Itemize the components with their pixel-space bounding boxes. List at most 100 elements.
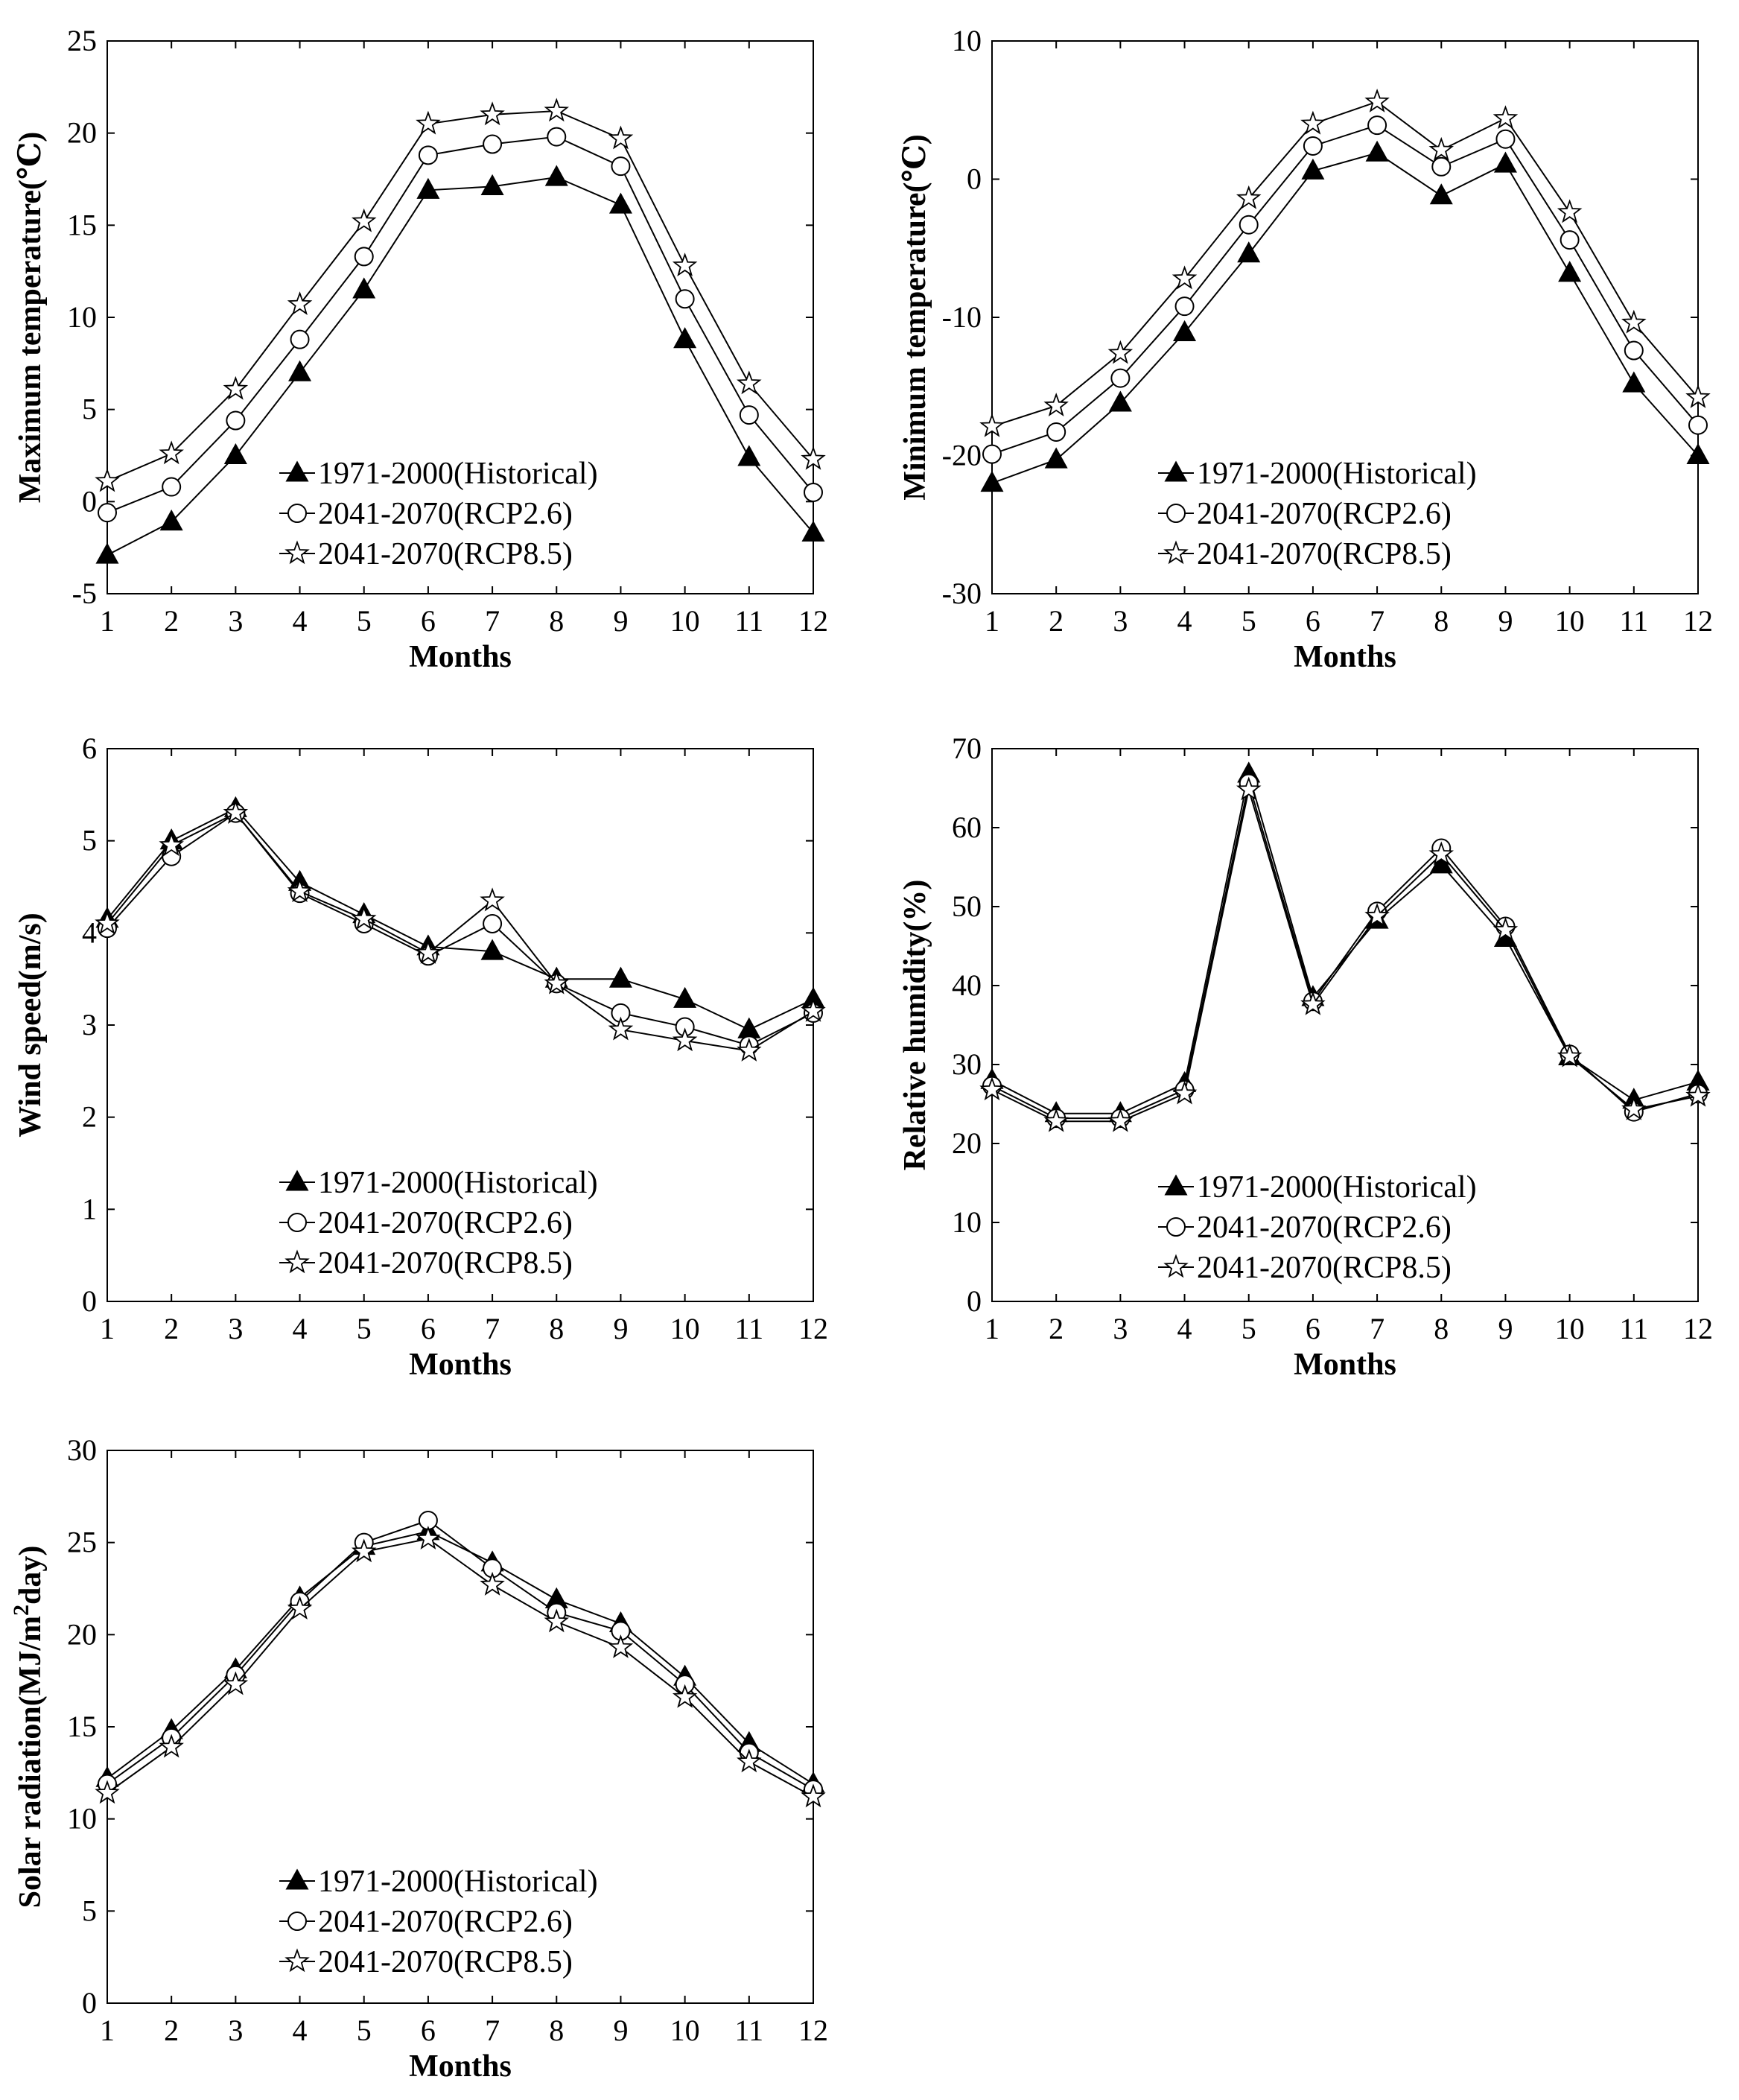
series-line <box>991 783 1699 1120</box>
legend-marker <box>287 1213 307 1232</box>
data-point <box>675 289 695 309</box>
data-point <box>287 291 313 315</box>
data-point <box>480 939 504 960</box>
legend-marker <box>1166 1217 1186 1237</box>
x-tick-label: 2 <box>164 2014 179 2047</box>
series-line <box>106 176 814 556</box>
x-tick-label: 5 <box>357 604 372 638</box>
data-point <box>1367 115 1387 136</box>
series-line <box>991 789 1699 1123</box>
data-point <box>1622 371 1646 393</box>
legend-label: 2041-2070(RCP8.5) <box>318 1945 573 1979</box>
data-point <box>287 1596 313 1620</box>
data-point <box>608 1016 634 1041</box>
legend: 1971-2000(Historical) 2041-2070(RCP2.6) 20… <box>1158 1170 1477 1285</box>
y-tick-label: 60 <box>952 811 982 844</box>
x-tick-label: 11 <box>1620 1312 1649 1345</box>
data-point <box>1044 447 1068 469</box>
data-point <box>418 145 438 165</box>
legend-label: 1971-2000(Historical) <box>318 457 598 491</box>
series-line <box>106 1538 814 1798</box>
data-point <box>1171 1080 1198 1105</box>
legend-label: 1971-2000(Historical) <box>1197 1170 1477 1205</box>
x-tick-label: 1 <box>985 604 999 638</box>
x-tick-label: 3 <box>228 604 243 638</box>
x-tick-label: 7 <box>1370 604 1384 638</box>
data-point <box>1043 1108 1069 1132</box>
y-axis-label: Minimum temperature(℃) <box>898 134 932 501</box>
x-tick-label: 4 <box>1177 1312 1192 1345</box>
legend-marker <box>1164 1174 1188 1196</box>
y-tick-label: 4 <box>82 916 97 949</box>
x-tick-label: 12 <box>798 1312 828 1345</box>
data-point <box>608 1634 634 1658</box>
y-tick-label: 15 <box>67 1710 97 1743</box>
x-tick-label: 4 <box>293 2014 308 2047</box>
data-point <box>351 906 377 930</box>
data-point <box>159 1733 184 1758</box>
legend-label: 2041-2070(RCP2.6) <box>318 1905 573 1939</box>
data-point <box>1300 991 1326 1015</box>
y-tick-label: 40 <box>952 968 982 1002</box>
data-point <box>608 966 632 988</box>
data-point <box>1046 422 1066 442</box>
y-tick-label: 0 <box>967 1284 982 1318</box>
data-point <box>673 986 697 1008</box>
data-point <box>1043 393 1069 416</box>
data-point <box>1688 415 1708 435</box>
x-tick-label: 11 <box>1620 604 1649 638</box>
data-point <box>480 174 504 195</box>
x-tick-label: 10 <box>670 2014 700 2047</box>
data-point <box>608 192 632 214</box>
data-point <box>1621 309 1647 334</box>
x-axis-label: Months <box>409 1348 512 1382</box>
x-tick-label: 9 <box>1498 604 1513 638</box>
y-tick-label: 0 <box>82 1284 97 1318</box>
data-point <box>1171 265 1198 290</box>
y-tick-label: 5 <box>82 824 97 857</box>
data-point <box>1110 368 1131 388</box>
data-point <box>95 468 120 492</box>
legend-marker <box>1163 1254 1189 1278</box>
legend-marker <box>287 1912 307 1931</box>
data-point <box>483 134 503 154</box>
x-tick-label: 8 <box>549 2014 564 2047</box>
y-tick-label: 0 <box>82 1986 97 2020</box>
data-point <box>480 887 505 912</box>
series-line <box>991 773 1699 1114</box>
data-point <box>804 482 823 502</box>
y-tick-label: 20 <box>952 1126 982 1160</box>
data-point <box>288 360 312 381</box>
legend-label: 2041-2070(RCP2.6) <box>1197 497 1452 531</box>
x-axis-label: Months <box>1294 640 1396 674</box>
data-point <box>1557 199 1583 223</box>
y-tick-label: 10 <box>952 24 982 57</box>
data-point <box>416 110 441 135</box>
data-point <box>801 445 826 470</box>
x-tick-label: 6 <box>421 2014 436 2047</box>
data-point <box>1428 136 1455 161</box>
legend-marker <box>1166 504 1186 523</box>
legend-marker <box>284 1948 310 1973</box>
x-tick-label: 7 <box>485 2014 500 2047</box>
data-point <box>1107 1108 1134 1132</box>
data-point <box>416 177 440 199</box>
x-tick-label: 10 <box>670 604 700 638</box>
data-point <box>1493 151 1517 173</box>
x-tick-label: 6 <box>1306 604 1320 638</box>
x-tick-label: 2 <box>1049 1312 1064 1345</box>
series-filled-triangle <box>95 165 825 564</box>
data-point <box>483 913 503 933</box>
x-tick-label: 12 <box>798 604 828 638</box>
y-tick-label: 30 <box>67 1433 97 1467</box>
y-tick-label: 5 <box>82 393 97 426</box>
y-axis-label: Relative humidity(%) <box>898 880 932 1171</box>
x-tick-label: 4 <box>293 1312 308 1345</box>
x-tick-label: 11 <box>735 2014 764 2047</box>
x-tick-label: 1 <box>100 2014 115 2047</box>
legend-marker <box>285 460 309 482</box>
legend-label: 2041-2070(RCP2.6) <box>1197 1211 1452 1245</box>
